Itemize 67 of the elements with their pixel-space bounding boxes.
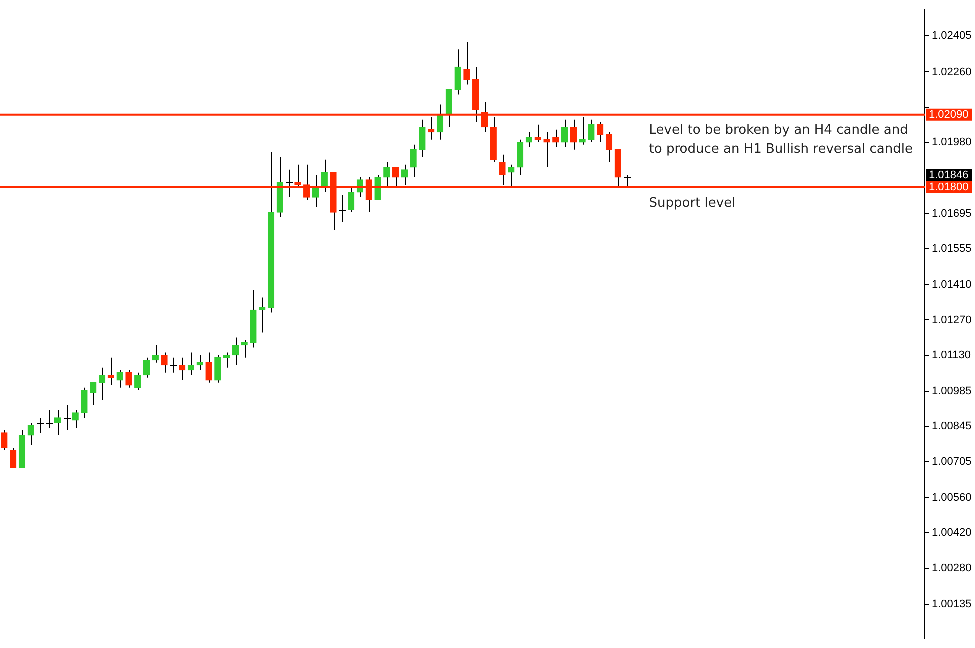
candlestick [179,357,186,381]
candlestick [36,417,44,434]
candlestick [552,129,560,148]
candlestick [526,132,533,148]
y-tick-label: 1.01980 [932,136,972,148]
candlestick [624,174,632,188]
candlestick [561,119,568,148]
candlestick [28,422,34,446]
candlestick [436,104,444,140]
candlestick [214,354,222,384]
y-tick-label: 1.00845 [932,420,972,433]
candlestick [446,89,452,128]
candlestick [410,144,417,178]
y-tick-label: 1.01695 [932,208,972,220]
candlestick [588,119,595,143]
candlestick [188,352,195,376]
annotation: Support level [649,196,736,211]
candlestick [54,410,62,436]
y-tick-label: 1.02260 [932,66,972,78]
y-tick-label: 1.02405 [932,30,972,42]
candlestick [454,49,462,96]
candlestick [143,357,150,378]
candlestick [464,42,470,86]
candlestick [348,186,355,214]
y-tick-label: 1.00705 [932,456,972,468]
y-tick-label: 1.01270 [932,314,972,326]
y-tick-label: 1.00280 [932,562,972,574]
candlestick [98,367,106,401]
candlestick [544,132,550,168]
candlestick [321,159,328,193]
candlestick [10,448,17,469]
candlestick [338,194,346,224]
candlestick [170,357,178,374]
candlestick [46,410,54,428]
candlestick [90,382,97,406]
y-tick-label: 1.01130 [932,349,971,362]
candlestick [606,132,613,163]
ref-line-label: 1.02090 [929,108,969,121]
candlestick [401,164,408,186]
ref-line-label: 1.01800 [929,182,969,194]
candlestick [597,122,604,143]
candlestick [384,162,390,188]
candlestick [206,352,212,384]
candlestick [508,164,515,188]
candlestick [161,352,168,374]
y-tick-label: 1.00135 [932,598,972,611]
candlestick [1,430,8,452]
candlestick [81,387,88,418]
candlestick [232,337,240,366]
candlestick [312,174,320,208]
y-tick-label: 1.01555 [932,242,972,255]
candlestick [570,119,578,150]
candlestick [152,344,159,364]
candlestick [134,372,142,391]
candlestick [64,404,72,431]
candlestick [286,169,294,198]
y-tick-label: 1.00985 [932,386,972,398]
text: 1.01846 [929,170,969,182]
candlestick [126,370,132,388]
candlestick [579,116,586,146]
candlestick [116,370,124,388]
annotation: Level to be broken by an H4 candle and to produce an H1 Bullish reversal candle [649,123,913,158]
candlestick [419,119,426,158]
y-tick-label: 1.00560 [932,492,972,504]
y-tick-label: 1.01410 [932,279,972,292]
candlestick [516,139,524,176]
y-tick-label: 1.00420 [932,527,972,540]
